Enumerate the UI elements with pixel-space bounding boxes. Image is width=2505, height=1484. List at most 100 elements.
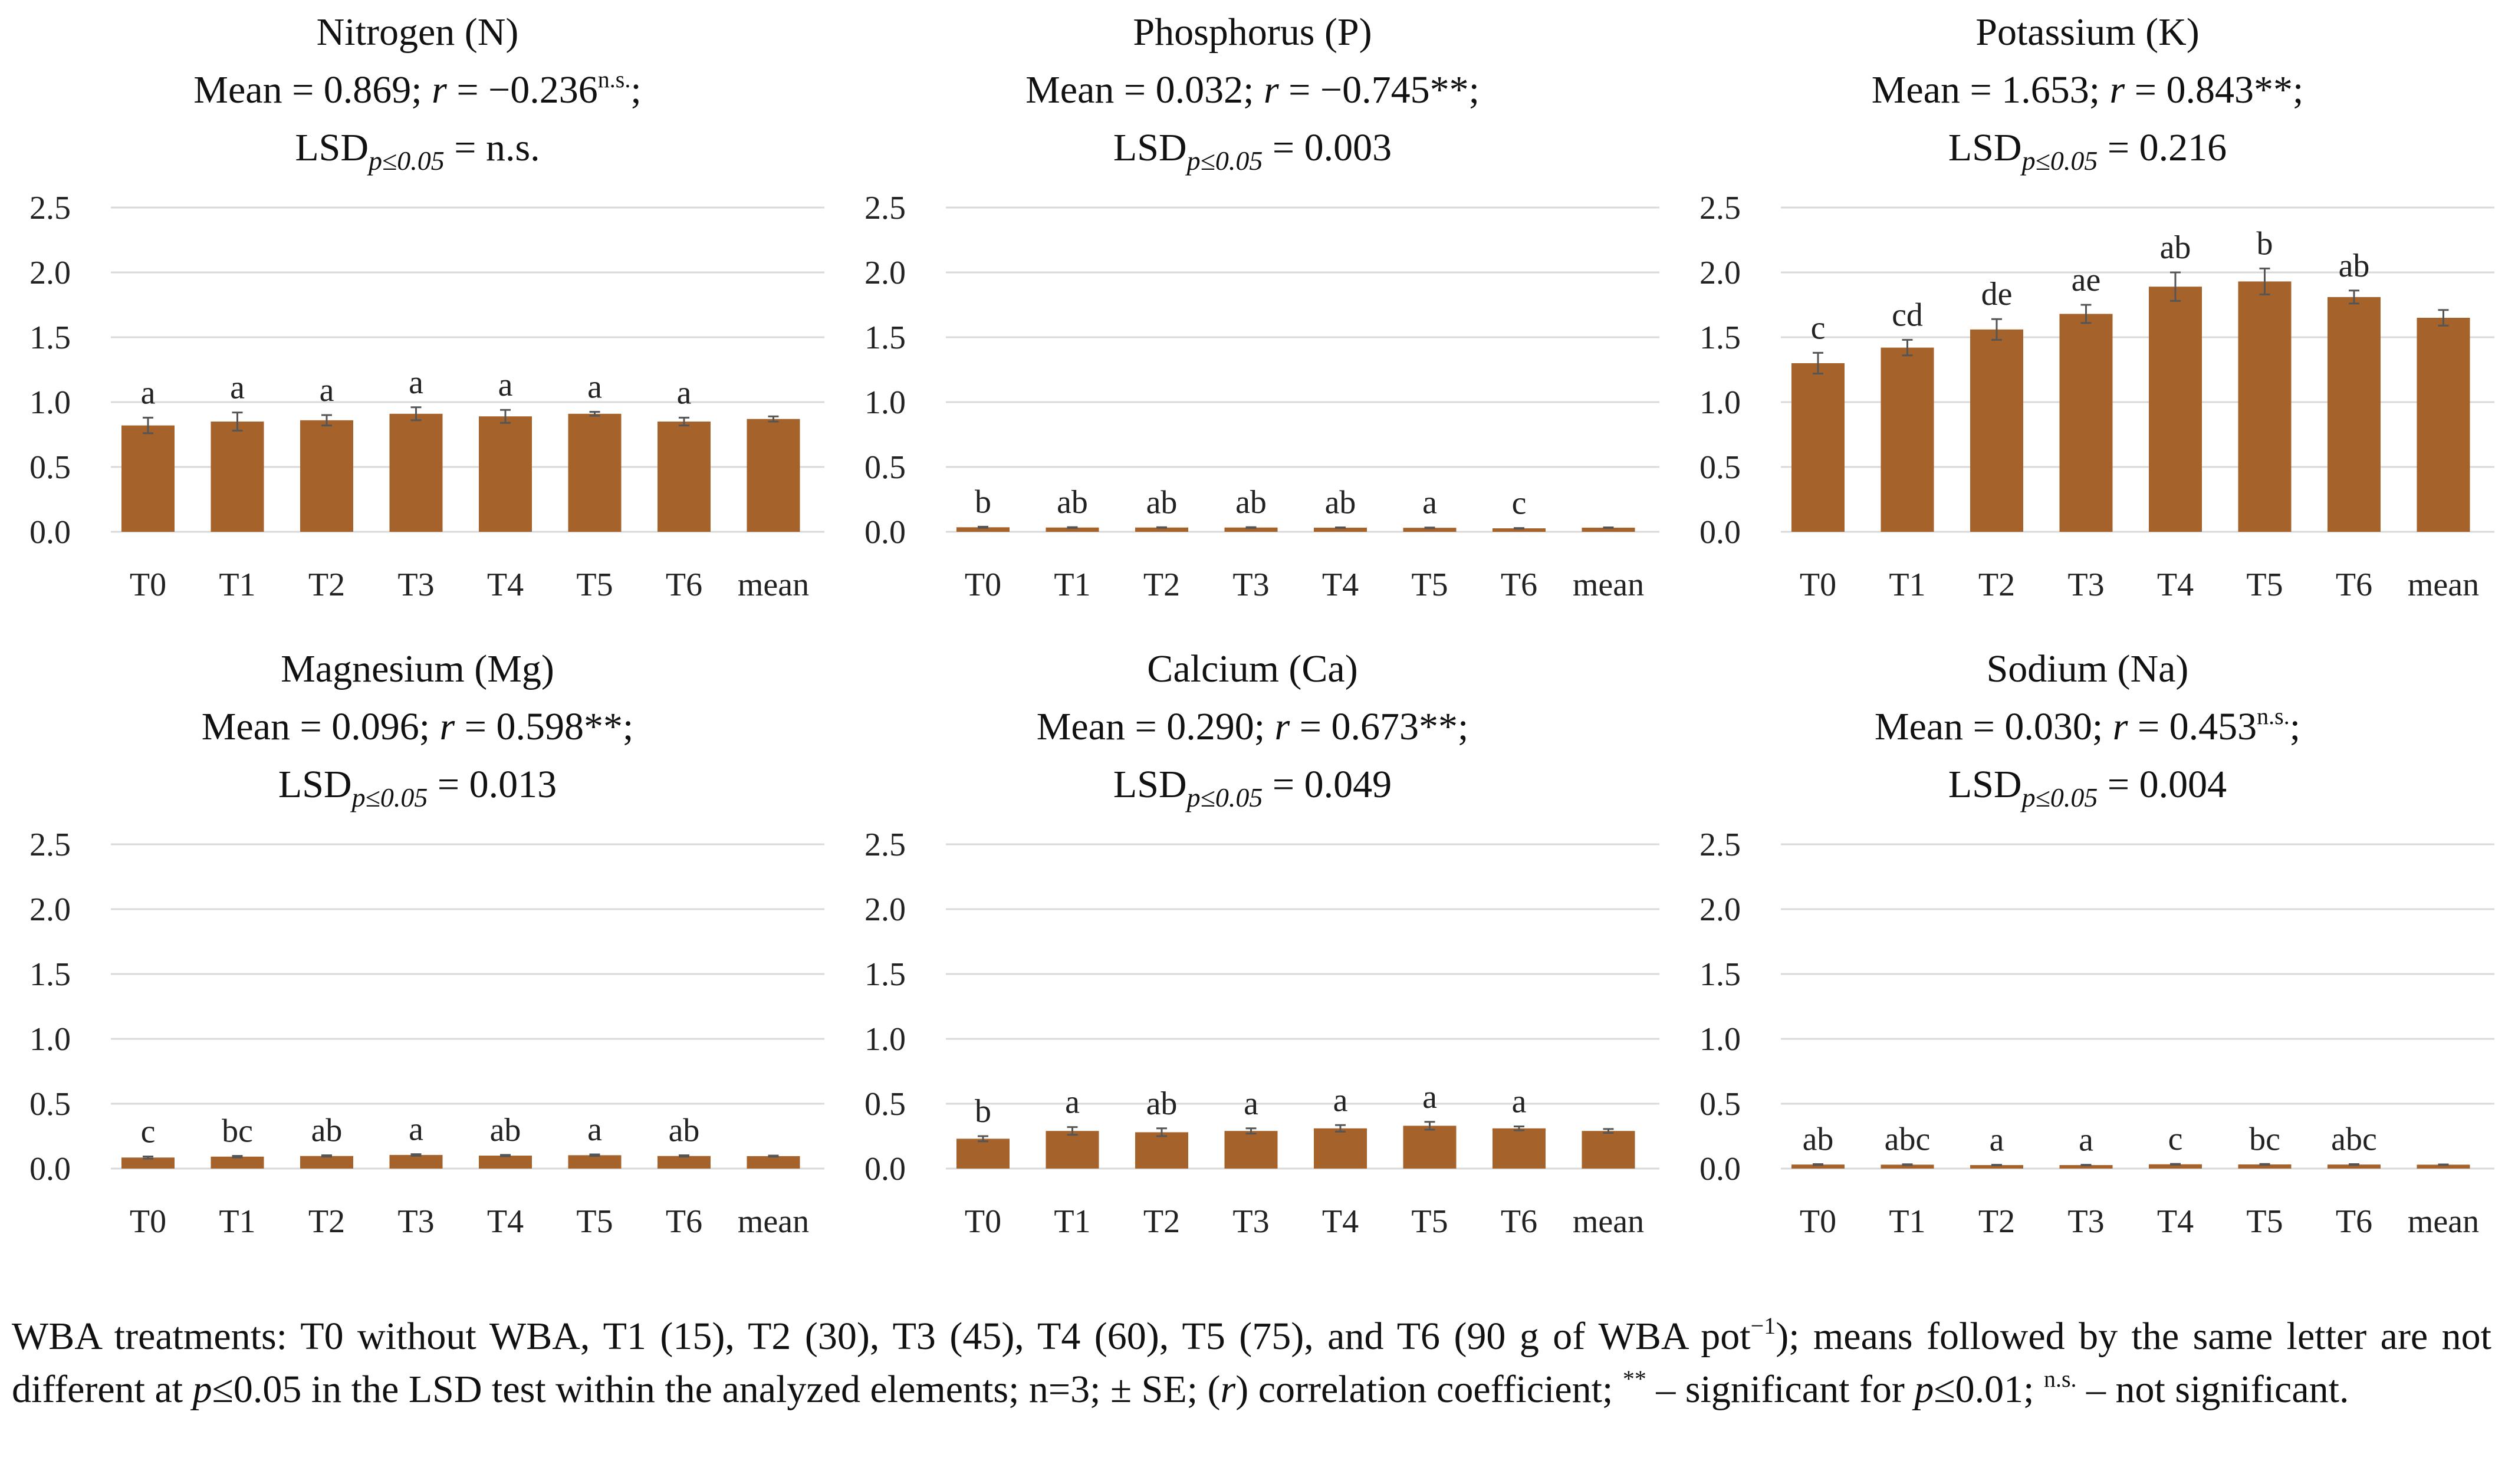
bar-t4 [479, 1156, 532, 1169]
significance-letter: abc [1885, 1121, 1931, 1158]
x-tick-label: T5 [576, 567, 613, 603]
chart-plot: 0.0 0.5 1.0 1.5 2.0 2.5 a T0 a T1 a T2 a T3 a T4 a T5 a T6 m… [29, 190, 824, 603]
error-bar [1514, 527, 1524, 529]
bar-t4 [1314, 1128, 1367, 1169]
error-bar [1902, 1163, 1913, 1166]
chart-stats-line: Mean = 0.030; r = 0.453n.s.; [1670, 705, 2505, 748]
error-bar [1813, 1163, 1823, 1166]
x-tick-label: mean [1573, 567, 1644, 603]
chart-plot: 0.0 0.5 1.0 1.5 2.0 2.5 b T0 a T1 ab T2 a T3 a T4 a T5 a T6… [864, 827, 1659, 1240]
bar-t0 [956, 527, 1010, 532]
bar-t3 [1224, 1131, 1278, 1169]
error-bar [321, 1154, 332, 1158]
error-bar [978, 525, 988, 529]
chart-title: Magnesium (Mg) [281, 647, 554, 690]
y-tick-label: 2.5 [1699, 190, 1741, 226]
lsd-subscript: p≤0.05 [369, 146, 445, 176]
y-tick-label: 0.5 [29, 1086, 71, 1123]
bar-t5 [568, 413, 622, 532]
r-value: = −0.236 [456, 68, 598, 111]
x-tick-label: mean [2408, 1203, 2479, 1240]
significance-letter: a [141, 374, 156, 411]
error-bar [410, 1153, 422, 1157]
chart-panel-potassium: Potassium (K) Mean = 1.653; r = 0.843**; L… [1670, 0, 2505, 637]
y-tick-label: 2.0 [864, 891, 906, 928]
x-tick-label: T6 [666, 1203, 702, 1240]
x-tick-label: T3 [1232, 567, 1269, 603]
error-bar [2170, 271, 2181, 302]
x-tick-label: T0 [965, 567, 1001, 603]
r-significance: n.s. [2257, 703, 2290, 729]
x-tick-label: T1 [1054, 1203, 1090, 1240]
y-tick-label: 2.0 [864, 255, 906, 291]
chart-stats-line: Mean = 0.290; r = 0.673**; [835, 708, 1670, 746]
error-bar [500, 409, 511, 424]
y-tick-label: 0.0 [864, 514, 906, 551]
significance-letter: a [1512, 1084, 1527, 1120]
bar-t2 [300, 1156, 353, 1169]
x-tick-label: T2 [308, 567, 345, 603]
error-bar [589, 1153, 600, 1157]
error-bar [1067, 526, 1078, 529]
lsd-value: = n.s. [454, 126, 540, 169]
significance-letter: ab [1057, 484, 1088, 521]
lsd-text: LSD [1948, 763, 2022, 806]
bar-t6 [1493, 1128, 1546, 1169]
y-tick-label: 1.5 [864, 956, 906, 993]
error-bar [589, 411, 600, 417]
bar-t2 [1970, 1165, 2023, 1169]
lsd-text: LSD [1948, 126, 2022, 169]
x-tick-label: T0 [130, 567, 166, 603]
bar-t0 [1791, 363, 1845, 532]
lsd-subscript: p≤0.05 [1186, 146, 1263, 176]
lsd-text: LSD [278, 763, 352, 806]
error-bar [1067, 1126, 1078, 1136]
error-bar [1991, 1164, 2002, 1166]
r-symbol: r [2109, 68, 2125, 111]
x-tick-label: mean [738, 1203, 809, 1240]
significance-letter: b [975, 483, 991, 520]
significance-letter: a [1065, 1084, 1080, 1121]
chart-lsd-line: LSDp≤0.05 = n.s. [0, 126, 835, 175]
significance-letter: cd [1892, 297, 1923, 333]
x-tick-label: T2 [308, 1203, 345, 1240]
error-bar [1335, 1124, 1346, 1133]
error-bar [1813, 351, 1823, 375]
x-tick-label: T6 [2336, 1203, 2372, 1240]
chart-title: Calcium (Ca) [1147, 647, 1358, 690]
r-symbol: r [1274, 705, 1290, 748]
mean-text: Mean = 0.096; [201, 705, 430, 748]
y-tick-label: 0.0 [29, 514, 71, 551]
r-end: ; [630, 68, 642, 111]
bar-t3 [2059, 314, 2113, 532]
error-bar [143, 1156, 153, 1160]
bar-t2 [1135, 527, 1188, 532]
y-tick-label: 1.0 [29, 1021, 71, 1058]
x-tick-label: T3 [397, 567, 434, 603]
x-tick-label: T2 [1143, 567, 1180, 603]
x-tick-label: T0 [1800, 567, 1836, 603]
lsd-subscript: p≤0.05 [2021, 146, 2098, 176]
x-tick-label: T3 [1232, 1203, 1269, 1240]
error-bar [679, 416, 689, 427]
y-tick-label: 2.0 [29, 255, 71, 291]
chart-lsd-line: LSDp≤0.05 = 0.216 [1670, 126, 2505, 175]
error-bar [1991, 318, 2002, 341]
r-end: ; [2289, 705, 2301, 748]
significance-letter: b [2257, 225, 2273, 262]
x-tick-label: T4 [487, 1203, 524, 1240]
chart-stats-line: Mean = 0.032; r = −0.745**; [835, 71, 1670, 110]
mean-text: Mean = 0.290; [1036, 705, 1265, 748]
r-symbol: r [439, 705, 455, 748]
lsd-subscript: p≤0.05 [2021, 782, 2098, 812]
significance-letter: a [1244, 1085, 1258, 1122]
error-bar [2438, 309, 2449, 327]
significance-letter: a [1422, 1079, 1437, 1116]
bar-t3 [2059, 1165, 2113, 1169]
x-tick-label: T6 [1501, 1203, 1537, 1240]
lsd-value: = 0.216 [2107, 126, 2227, 169]
mean-text: Mean = 0.030; [1874, 705, 2103, 748]
r-significance: n.s. [597, 66, 631, 93]
x-tick-label: T5 [1411, 567, 1448, 603]
chart-panel-calcium: Calcium (Ca) Mean = 0.290; r = 0.673**; LS… [835, 637, 1670, 1274]
